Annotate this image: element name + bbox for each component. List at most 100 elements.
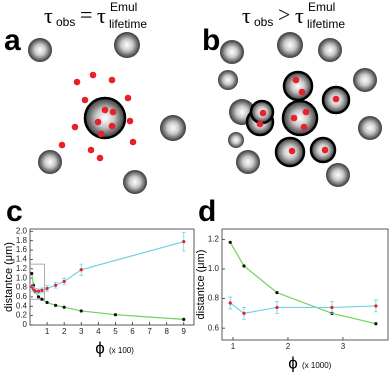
formula-relation: > xyxy=(278,2,290,27)
particle xyxy=(124,94,132,102)
y-tick-label: 0.8 xyxy=(208,294,220,303)
emulsion-droplet xyxy=(353,68,377,92)
formula-subscript: obs xyxy=(254,15,273,29)
data-point xyxy=(30,271,34,276)
formula-subscript: lifetime xyxy=(109,17,147,31)
data-point xyxy=(36,289,41,293)
emulsion-droplet xyxy=(38,150,62,174)
data-point xyxy=(113,313,118,317)
emulsion-droplet xyxy=(277,32,303,58)
x-tick-label: 3 xyxy=(341,342,346,351)
y-tick-label: 1.0 xyxy=(16,273,28,282)
x-tick-label: 1 xyxy=(231,342,236,351)
series-line xyxy=(31,273,184,320)
x-tick-label: 5 xyxy=(113,327,118,336)
data-point xyxy=(45,286,49,291)
x-axis-label: ϕ xyxy=(95,338,105,357)
data-point xyxy=(182,240,186,244)
particle xyxy=(71,123,79,131)
particle xyxy=(332,95,340,103)
panel-letter: c xyxy=(6,195,23,228)
data-point xyxy=(275,291,279,295)
particle xyxy=(288,147,296,155)
particle xyxy=(298,88,306,96)
emulsion-droplet xyxy=(218,70,238,90)
x-tick-label: 1 xyxy=(45,327,50,336)
data-point xyxy=(374,304,378,308)
data-point xyxy=(79,268,83,272)
particle xyxy=(96,154,104,162)
plot-frame xyxy=(29,228,195,326)
data-point xyxy=(54,283,58,287)
formula-superscript: Emul xyxy=(308,0,335,14)
data-point xyxy=(275,305,279,310)
panel-letter: d xyxy=(198,195,216,228)
particle xyxy=(109,108,117,116)
emulsion-droplet xyxy=(318,38,342,62)
data-point xyxy=(228,301,232,305)
particle xyxy=(300,123,308,131)
plot-frame xyxy=(221,228,389,341)
y-tick-label: 1.0 xyxy=(208,264,220,273)
series-line xyxy=(229,302,376,314)
y-tick-label: 0 xyxy=(23,320,28,329)
data-point xyxy=(40,288,44,292)
emulsion-droplet xyxy=(114,32,140,58)
y-tick-label: 1.2 xyxy=(16,264,28,273)
emulsion-droplet xyxy=(326,163,350,187)
x-axis-label: ϕ xyxy=(288,353,298,372)
data-point xyxy=(242,311,246,315)
data-point xyxy=(45,300,49,305)
y-tick-label: 1.6 xyxy=(16,245,28,254)
particle xyxy=(94,118,102,126)
zoom-box xyxy=(29,263,45,300)
formula-superscript: Emul xyxy=(110,0,137,14)
particle xyxy=(302,108,310,116)
x-axis-note: (x 1000) xyxy=(302,361,332,370)
formula-subscript: lifetime xyxy=(307,17,345,31)
data-point xyxy=(54,303,58,307)
panel-letter: a xyxy=(4,24,21,57)
x-tick-label: 9 xyxy=(182,327,187,336)
data-point xyxy=(79,309,83,313)
data-point xyxy=(242,264,246,268)
y-tick-label: 0.4 xyxy=(16,301,28,310)
x-tick-label: 6 xyxy=(130,327,135,336)
panel-letter: b xyxy=(202,24,220,57)
particle xyxy=(89,71,97,79)
y-tick-label: 0.6 xyxy=(208,323,220,332)
formula-subscript: obs xyxy=(56,15,75,29)
particle xyxy=(321,146,329,154)
observed-droplet xyxy=(83,96,127,140)
emulsion-droplet xyxy=(160,115,186,141)
data-point xyxy=(374,322,378,326)
particle xyxy=(129,138,137,146)
data-point xyxy=(40,297,44,301)
x-tick-label: 4 xyxy=(96,327,101,336)
y-axis-label: distantce (μm) xyxy=(195,250,207,320)
y-tick-label: 1.2 xyxy=(208,234,220,243)
y-tick-label: 1.4 xyxy=(16,255,28,264)
data-point xyxy=(33,289,37,293)
data-point xyxy=(330,305,334,310)
particle xyxy=(58,141,66,149)
particle xyxy=(259,109,267,117)
emulsion-droplet xyxy=(236,150,260,174)
data-point xyxy=(62,305,66,309)
particle xyxy=(87,146,95,154)
formula-symbol: τ xyxy=(44,3,53,28)
formula-relation: = xyxy=(80,2,92,27)
x-tick-label: 3 xyxy=(79,327,84,336)
y-tick-label: 1.8 xyxy=(16,236,28,245)
y-tick-label: 2.0 xyxy=(16,226,28,235)
emulsion-droplet xyxy=(123,170,147,194)
emulsion-droplet xyxy=(28,38,52,62)
x-tick-label: 2 xyxy=(286,342,291,351)
observed-droplet xyxy=(281,99,319,137)
particle xyxy=(256,120,264,128)
observed-droplet xyxy=(282,70,314,102)
x-axis-note: (x 100) xyxy=(109,346,134,355)
particle xyxy=(101,106,109,114)
formula-symbol: τ xyxy=(295,3,304,28)
